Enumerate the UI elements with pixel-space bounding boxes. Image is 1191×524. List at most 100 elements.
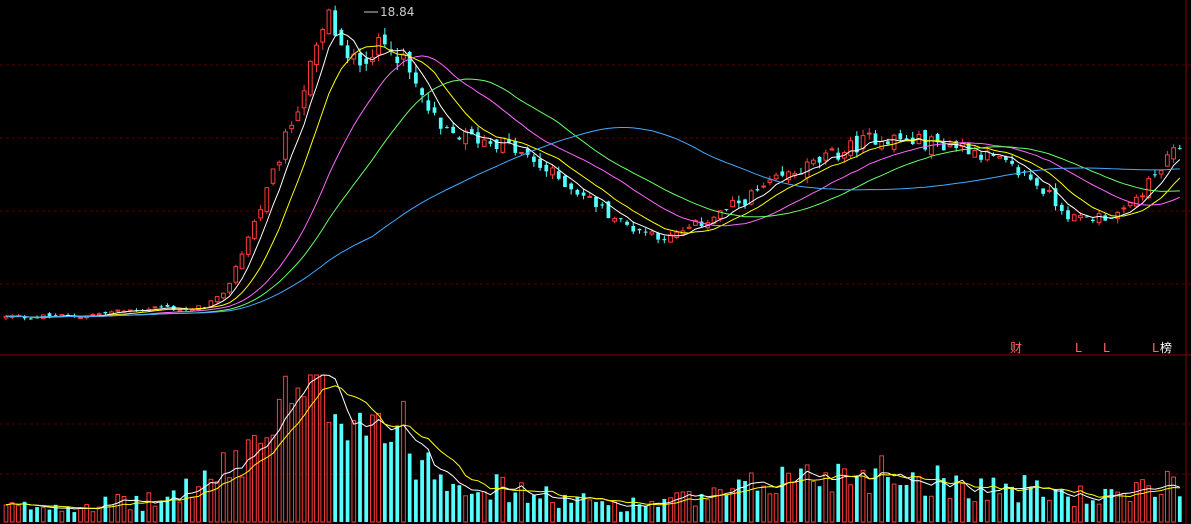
candle-body (898, 133, 903, 140)
candle-body (1010, 160, 1014, 164)
candle-body (227, 282, 232, 293)
candle-body (730, 199, 735, 208)
volume-bar (307, 374, 313, 523)
volume-bar (1090, 500, 1095, 522)
moving-average-lines (5, 32, 1181, 510)
candle-body (307, 60, 313, 96)
candle-body (177, 309, 183, 312)
volume-bar (594, 501, 598, 522)
volume-bar (1158, 494, 1164, 523)
volume-bar (1041, 496, 1046, 522)
candle-body (594, 196, 598, 207)
volume-bar (414, 479, 418, 522)
volume-bar (47, 509, 52, 522)
candle-body (3, 315, 9, 319)
candle-body (389, 49, 393, 52)
volume-bar (507, 502, 511, 522)
volume-bar (991, 477, 996, 522)
candle-body (1121, 207, 1127, 210)
candle-body (569, 183, 574, 190)
volume-bar (563, 494, 567, 522)
volume-bar (842, 468, 847, 523)
volume-bar (804, 464, 810, 523)
volume-bar (252, 434, 257, 523)
volume-bar (339, 423, 344, 522)
candle-body (53, 315, 58, 317)
candle-body (711, 216, 717, 224)
volume-bar (53, 504, 58, 522)
volume-bar (221, 452, 226, 523)
volume-bar (208, 478, 214, 523)
volume-bar (159, 501, 164, 522)
volume-bar (1177, 496, 1182, 522)
volume-bar (196, 486, 201, 523)
candle-body (152, 306, 158, 309)
volume-bar (916, 476, 922, 523)
candle-body (866, 132, 872, 135)
volume-bar (1171, 476, 1176, 523)
volume-bar (78, 507, 83, 523)
volume-bar (972, 501, 978, 523)
volume-bar (96, 506, 102, 523)
candle-body (600, 204, 605, 206)
volume-bar (637, 504, 642, 522)
candle-body (283, 131, 288, 160)
candle-body (457, 137, 462, 140)
candle-body (500, 137, 506, 153)
volume-bar (891, 483, 897, 523)
volume-bar (16, 505, 21, 523)
volume-bar (699, 494, 704, 522)
candle-body (276, 161, 282, 166)
volume-bar (799, 468, 803, 522)
volume-bar (469, 493, 474, 522)
volume-bar (1047, 499, 1052, 523)
volume-bar (314, 374, 319, 523)
candle-body (469, 129, 474, 135)
candle-body (1140, 195, 1145, 198)
candle-body (873, 133, 878, 145)
volume-bar (717, 489, 723, 523)
volume-bar (823, 472, 829, 523)
volume-bar (947, 497, 953, 523)
volume-bar (979, 478, 983, 522)
candle-body (196, 305, 201, 311)
volume-bar (171, 490, 176, 522)
candle-body (395, 56, 400, 64)
candle-body (780, 171, 785, 176)
candle-body (159, 306, 164, 308)
volume-bar (438, 474, 443, 522)
candle-body (532, 156, 536, 162)
volume-bar (1004, 483, 1008, 522)
candle-body (625, 221, 629, 225)
volume-bar (886, 477, 890, 522)
candle-body (674, 231, 680, 238)
volume-bar (134, 495, 139, 522)
volume-bar (351, 420, 357, 523)
volume-bar (276, 398, 282, 523)
volume-bar (600, 501, 605, 522)
volume-bar (848, 484, 853, 523)
volume-bar (103, 496, 108, 522)
candle-body (556, 171, 561, 179)
volume-bar (1140, 479, 1145, 523)
candle-body (836, 152, 841, 160)
volume-bar (866, 492, 872, 523)
volume-bar (376, 412, 381, 523)
volume-bar (960, 483, 965, 523)
volume-bar (395, 425, 400, 522)
candle-body (662, 239, 667, 241)
volume-bar (811, 480, 816, 523)
volume-bar (1121, 492, 1127, 523)
volume-bar (1109, 489, 1114, 522)
candle-body (612, 217, 617, 222)
candle-body (507, 139, 511, 143)
volume-bar (984, 499, 990, 523)
volume-bar (556, 507, 561, 522)
volume-bar (631, 497, 636, 522)
candle-body (481, 139, 487, 147)
candle-body (979, 154, 983, 160)
volume-ma-line-10 (5, 385, 1180, 509)
candle-body (575, 189, 580, 195)
